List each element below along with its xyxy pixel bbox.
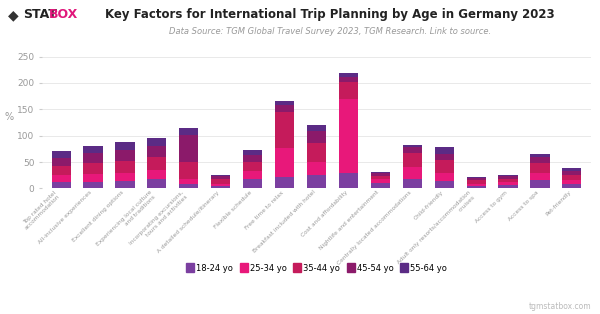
Bar [115, 173, 134, 181]
Bar [339, 73, 358, 77]
Bar [307, 162, 326, 175]
Bar [148, 170, 166, 179]
Bar [148, 146, 166, 157]
Bar [499, 181, 518, 185]
Bar [275, 105, 294, 112]
Bar [434, 173, 454, 181]
Bar [179, 128, 199, 135]
Bar [434, 181, 454, 188]
Bar [148, 179, 166, 188]
Bar [562, 184, 581, 188]
Bar [243, 155, 262, 162]
Bar [371, 171, 390, 173]
Bar [403, 147, 422, 153]
Bar [211, 179, 230, 184]
Bar [434, 147, 454, 154]
Text: Data Source: TGM Global Travel Survey 2023, TGM Research. Link to source.: Data Source: TGM Global Travel Survey 20… [169, 27, 491, 36]
Bar [530, 180, 550, 188]
Bar [434, 160, 454, 173]
Bar [148, 157, 166, 170]
Bar [467, 186, 485, 188]
Bar [530, 173, 550, 180]
Bar [371, 176, 390, 179]
Bar [179, 179, 199, 184]
Bar [52, 151, 71, 158]
Bar [52, 158, 71, 166]
Bar [467, 178, 485, 180]
Bar [83, 146, 103, 153]
Bar [52, 175, 71, 182]
Text: STAT: STAT [23, 8, 56, 21]
Bar [562, 181, 581, 184]
Bar [307, 175, 326, 188]
Bar [339, 82, 358, 99]
Bar [179, 135, 199, 162]
Bar [562, 175, 581, 181]
Bar [243, 162, 262, 171]
Bar [499, 185, 518, 188]
Bar [467, 184, 485, 186]
Bar [148, 138, 166, 146]
Bar [339, 77, 358, 82]
Bar [403, 179, 422, 188]
Y-axis label: %: % [4, 112, 13, 122]
Bar [467, 177, 485, 178]
Bar [307, 132, 326, 143]
Bar [115, 161, 134, 173]
Bar [52, 166, 71, 175]
Bar [371, 173, 390, 176]
Bar [403, 145, 422, 147]
Bar [211, 184, 230, 186]
Bar [499, 179, 518, 181]
Bar [530, 157, 550, 163]
Bar [179, 184, 199, 188]
Bar [562, 171, 581, 175]
Text: ◆: ◆ [8, 8, 19, 22]
Bar [275, 101, 294, 105]
Bar [275, 148, 294, 177]
Text: BOX: BOX [49, 8, 79, 21]
Bar [243, 179, 262, 188]
Bar [83, 153, 103, 163]
Text: Key Factors for International Trip Planning by Age in Germany 2023: Key Factors for International Trip Plann… [105, 8, 555, 21]
Bar [211, 175, 230, 176]
Bar [115, 150, 134, 161]
Bar [307, 143, 326, 162]
Bar [83, 174, 103, 181]
Bar [371, 183, 390, 188]
Bar [339, 173, 358, 188]
Bar [275, 177, 294, 188]
Bar [83, 181, 103, 188]
Legend: 18-24 yo, 25-34 yo, 35-44 yo, 45-54 yo, 55-64 yo: 18-24 yo, 25-34 yo, 35-44 yo, 45-54 yo, … [183, 261, 450, 277]
Bar [403, 167, 422, 179]
Bar [467, 180, 485, 184]
Bar [339, 99, 358, 173]
Bar [115, 142, 134, 150]
Bar [530, 163, 550, 173]
Bar [530, 154, 550, 157]
Bar [211, 176, 230, 179]
Bar [403, 153, 422, 167]
Bar [499, 175, 518, 176]
Bar [434, 154, 454, 160]
Bar [179, 162, 199, 179]
Bar [275, 112, 294, 148]
Bar [243, 171, 262, 179]
Text: tgmstatbox.com: tgmstatbox.com [529, 302, 591, 311]
Bar [83, 163, 103, 174]
Bar [243, 150, 262, 155]
Bar [307, 125, 326, 132]
Bar [562, 168, 581, 171]
Bar [115, 181, 134, 188]
Bar [371, 179, 390, 183]
Bar [52, 182, 71, 188]
Bar [211, 186, 230, 188]
Bar [499, 176, 518, 179]
